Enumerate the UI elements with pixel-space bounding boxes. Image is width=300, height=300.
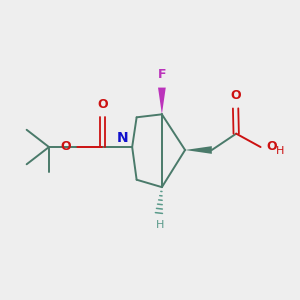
Text: N: N [117, 131, 129, 145]
Text: F: F [158, 68, 166, 81]
Text: H: H [276, 146, 284, 157]
Polygon shape [158, 88, 166, 114]
Text: O: O [230, 89, 241, 102]
Text: O: O [97, 98, 108, 111]
Text: H: H [156, 220, 165, 230]
Text: O: O [60, 140, 71, 153]
Text: O: O [266, 140, 277, 153]
Polygon shape [185, 146, 212, 154]
